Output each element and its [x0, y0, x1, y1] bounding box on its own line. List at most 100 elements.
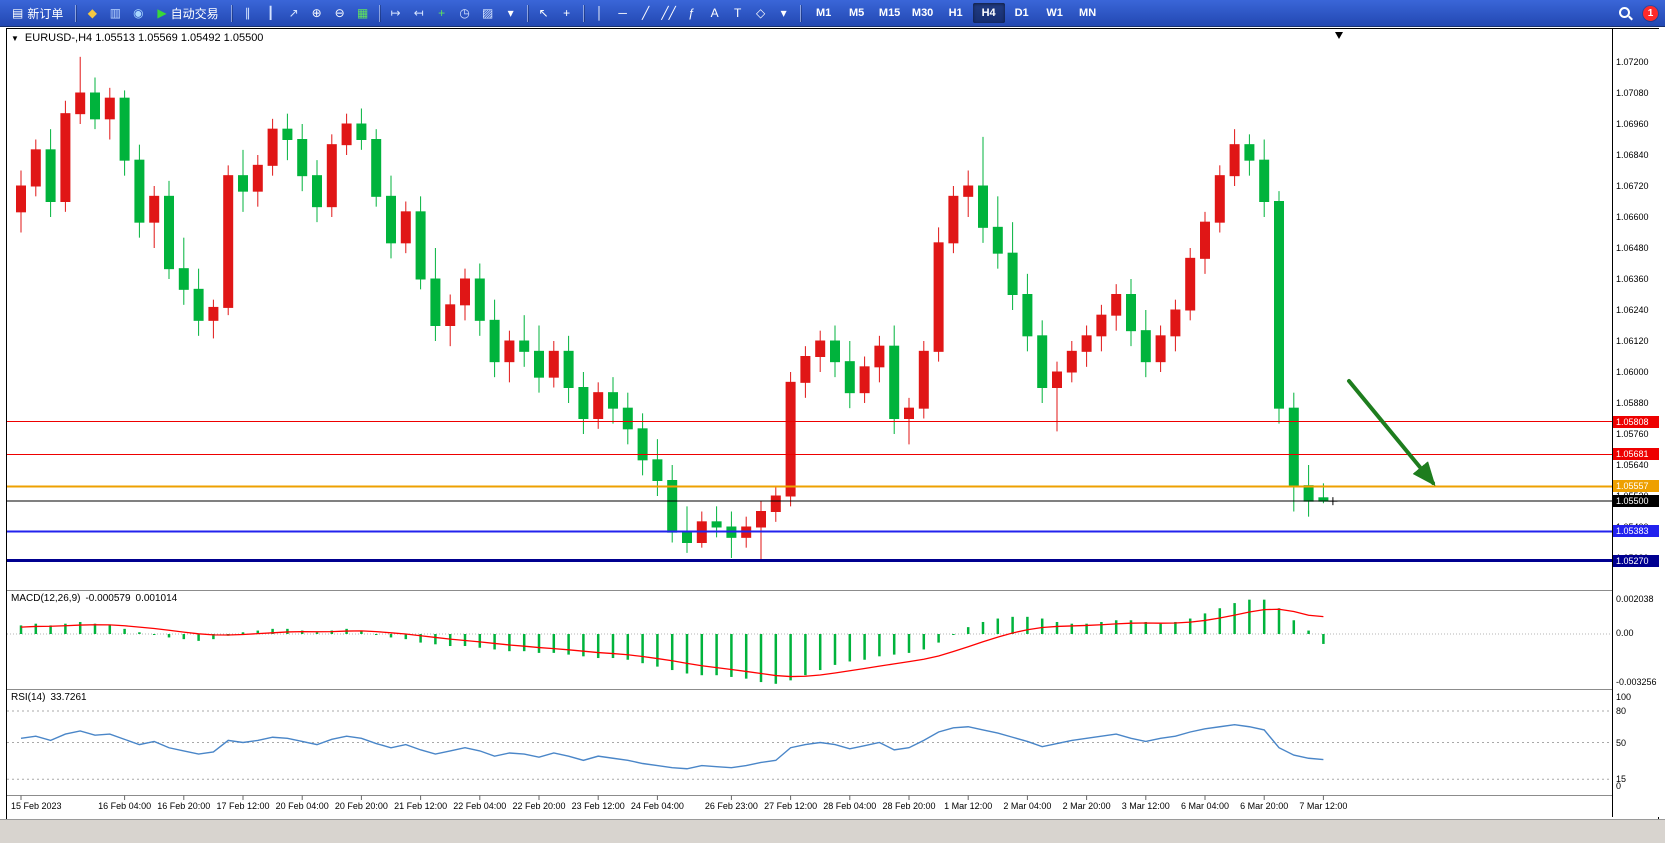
horizontal-line-icon[interactable]: ─ [618, 6, 627, 20]
time-axis-label[interactable]: 20 Feb 20:00 [335, 801, 388, 811]
timeframe-button-m5[interactable]: M5 [848, 7, 865, 19]
timeframe-button-h4[interactable]: H4 [972, 3, 1005, 23]
candle-body [312, 175, 322, 208]
time-axis-label[interactable]: 17 Feb 12:00 [216, 801, 269, 811]
fibonacci-icon[interactable]: ƒ [688, 6, 695, 20]
search-icon[interactable] [1617, 5, 1634, 22]
time-axis-label[interactable]: 20 Feb 04:00 [276, 801, 329, 811]
time-axis-label[interactable]: 7 Mar 12:00 [1299, 801, 1347, 811]
periods-button[interactable]: ◷ [459, 6, 470, 20]
time-axis-label[interactable]: 1 Mar 12:00 [944, 801, 992, 811]
autotrade-button[interactable]: ▶ 自动交易 [150, 3, 225, 24]
candlestick-chart-icon[interactable]: ┃ [266, 6, 275, 20]
dropdown-caret-icon[interactable]: ▾ [507, 6, 514, 20]
candle-body [208, 306, 219, 321]
autotrade-button-icon: ▶ [157, 6, 167, 20]
timeframe-button-mn[interactable]: MN [1079, 7, 1097, 19]
timeframe-button-m15[interactable]: M15 [878, 7, 901, 19]
time-axis-label[interactable]: 22 Feb 04:00 [453, 801, 506, 811]
candle-body [1185, 257, 1196, 311]
time-axis-label[interactable]: 28 Feb 20:00 [882, 801, 935, 811]
candle-body [104, 97, 115, 120]
templates-button[interactable]: ▨ [481, 6, 494, 20]
macd-histogram-bar [1203, 613, 1207, 634]
timeframe-button-h1[interactable]: H1 [948, 7, 963, 19]
accounts-icon[interactable]: ◆ [87, 6, 97, 20]
tile-windows-icon[interactable]: ▦ [356, 6, 369, 20]
time-axis-label[interactable]: 21 Feb 12:00 [394, 801, 447, 811]
candle [992, 196, 1003, 269]
crosshair-icon[interactable]: + [563, 6, 571, 20]
shapes-icon[interactable]: ◇ [755, 6, 766, 20]
line-chart-icon[interactable]: ↗ [288, 6, 299, 20]
candle-body [119, 97, 130, 161]
candle [918, 341, 929, 419]
notification-badge[interactable]: 1 [1643, 5, 1658, 21]
label-icon[interactable]: T [733, 6, 742, 20]
macd-histogram-bar [1262, 599, 1266, 634]
time-axis-label[interactable]: 15 Feb 2023 [11, 801, 62, 811]
timeframe-button-m1[interactable]: M1 [815, 7, 832, 19]
macd-histogram-bar [892, 634, 896, 655]
bar-chart-icon[interactable]: ∥ [244, 6, 251, 20]
macd-histogram-bar [315, 632, 319, 634]
time-axis-label[interactable]: 27 Feb 12:00 [764, 801, 817, 811]
toolbar-separator [75, 4, 77, 22]
shapes-caret-icon[interactable]: ▾ [780, 6, 787, 20]
macd-histogram-bar [360, 630, 363, 634]
time-axis-label[interactable]: 6 Mar 04:00 [1181, 801, 1229, 811]
time-axis-label[interactable]: 3 Mar 12:00 [1122, 801, 1170, 811]
candle [1288, 392, 1299, 512]
cursor-icon[interactable]: ↖ [538, 6, 549, 20]
price-axis-label: 1.06600 [1616, 212, 1649, 222]
trend-arrow-annotation[interactable] [1347, 379, 1436, 487]
text-icon[interactable]: A [710, 6, 719, 20]
time-axis-label[interactable]: 26 Feb 23:00 [705, 801, 758, 811]
time-axis-label[interactable]: 16 Feb 04:00 [98, 801, 151, 811]
zoom-out-icon[interactable]: ⊖ [334, 6, 345, 20]
candle [874, 335, 885, 383]
candle-body [1066, 350, 1077, 373]
price-tag-1.05557: 1.05557 [1613, 480, 1659, 493]
macd-histogram-bar [508, 634, 511, 652]
zoom-in-icon[interactable]: ⊕ [311, 6, 322, 20]
candle-body [637, 428, 648, 461]
timeframe-button-m30[interactable]: M30 [911, 7, 934, 19]
trendline-icon[interactable]: ╱ [641, 6, 650, 20]
auto-scroll-icon[interactable]: ↦ [390, 6, 401, 20]
macd-histogram-bar [1322, 634, 1325, 644]
community-icon[interactable]: ◉ [133, 6, 144, 20]
chart-plot-area[interactable]: 15 Feb 2023 16 Feb 04:00 16 Feb 20:00 17 Fe… [7, 29, 1612, 817]
chart-shift-icon[interactable]: ↤ [413, 6, 424, 20]
rsi-axis-label: 80 [1616, 706, 1627, 716]
vertical-line-icon[interactable]: │ [595, 6, 604, 20]
toolbar-separator [378, 4, 380, 22]
market-watch-icon[interactable]: ▥ [109, 6, 122, 20]
indicators-button[interactable]: + [438, 6, 446, 20]
channel-icon[interactable]: ╱╱ [661, 6, 676, 20]
time-axis-label[interactable]: 2 Mar 20:00 [1063, 801, 1111, 811]
chart-menu-arrow-icon[interactable]: ▼ [11, 33, 19, 43]
candle [1052, 361, 1062, 432]
timeframe-button-d1[interactable]: D1 [1014, 7, 1029, 19]
price-axis-label: 1.07080 [1616, 88, 1649, 98]
candle [904, 397, 914, 445]
time-axis-label[interactable]: 6 Mar 20:00 [1240, 801, 1288, 811]
time-axis-label[interactable]: 24 Feb 04:00 [631, 801, 684, 811]
candle [770, 485, 781, 522]
chart-window: 15 Feb 2023 16 Feb 04:00 16 Feb 20:00 17 Fe… [6, 28, 1659, 820]
price-tag-1.05681: 1.05681 [1613, 448, 1659, 461]
price-axis-label: 1.05760 [1616, 429, 1649, 439]
candle-body [474, 278, 485, 321]
time-axis-label[interactable]: 23 Feb 12:00 [572, 801, 625, 811]
candle-body [711, 521, 722, 528]
time-axis-label[interactable]: 22 Feb 20:00 [512, 801, 565, 811]
time-axis-label[interactable]: 16 Feb 20:00 [157, 801, 210, 811]
macd-histogram-bar [197, 634, 200, 641]
new-order-button[interactable]: ▤ 新订单 [5, 3, 70, 24]
macd-value: -0.000579 [85, 593, 131, 604]
time-axis-label[interactable]: 28 Feb 04:00 [823, 801, 876, 811]
time-axis-label[interactable]: 2 Mar 04:00 [1003, 801, 1051, 811]
macd-histogram-bar [1233, 603, 1236, 634]
timeframe-button-w1[interactable]: W1 [1046, 7, 1063, 19]
